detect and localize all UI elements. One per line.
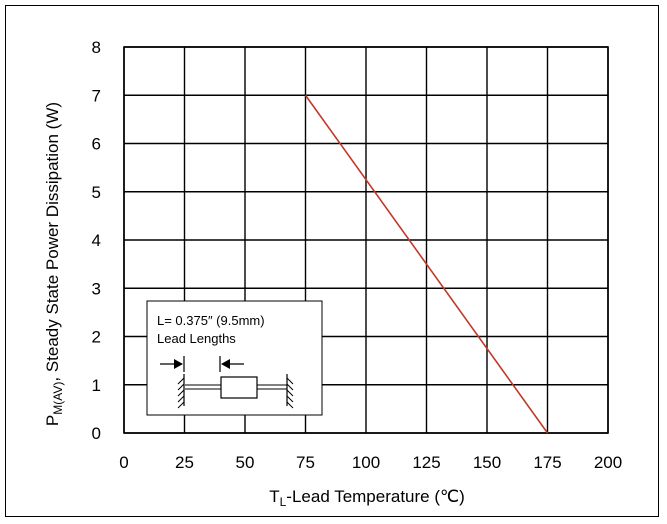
series-line xyxy=(304,94,549,434)
y-tick-label: 6 xyxy=(92,135,101,154)
x-axis-title-rest: -Lead Temperature (℃) xyxy=(286,487,464,506)
y-axis-title-rest: , Steady State Power Dissipation (W) xyxy=(43,102,62,382)
x-tick-label: 125 xyxy=(412,453,440,472)
y-tick-label: 4 xyxy=(92,231,101,250)
y-axis-title: PM(AV), Steady State Power Dissipation (… xyxy=(43,102,65,426)
y-tick-label: 3 xyxy=(92,279,101,298)
x-tick-label: 200 xyxy=(594,453,622,472)
y-tick-label: 0 xyxy=(92,424,101,443)
x-tick-labels: 0 25 50 75 100 125 150 175 200 xyxy=(119,453,622,472)
lead-length-inset: L= 0.375″ (9.5mm) Lead Lengths xyxy=(146,300,323,416)
component-diagram-icon xyxy=(177,374,294,409)
x-tick-label: 50 xyxy=(236,453,255,472)
inset-line2: Lead Lengths xyxy=(157,331,236,346)
x-tick-label: 25 xyxy=(175,453,194,472)
x-tick-label: 75 xyxy=(296,453,315,472)
x-tick-label: 150 xyxy=(473,453,501,472)
x-axis-title: TL-Lead Temperature (℃) xyxy=(269,487,465,509)
y-tick-label: 5 xyxy=(92,183,101,202)
inset-line1: L= 0.375″ (9.5mm) xyxy=(157,313,265,328)
right-arrow-icon xyxy=(219,356,244,372)
chart-frame xyxy=(5,5,659,517)
y-tick-label: 7 xyxy=(92,86,101,105)
plot-area xyxy=(123,46,609,434)
x-axis-title-main: T xyxy=(269,487,279,506)
y-tick-label: 8 xyxy=(92,38,101,57)
x-tick-label: 175 xyxy=(533,453,561,472)
series-layer xyxy=(304,94,549,434)
left-arrow-icon xyxy=(160,356,185,372)
x-axis-title-sub: L xyxy=(280,495,287,509)
x-tick-label: 0 xyxy=(119,453,128,472)
y-axis-title-pre: P xyxy=(43,415,62,426)
y-tick-label: 1 xyxy=(92,376,101,395)
y-tick-label: 2 xyxy=(92,328,101,347)
x-tick-label: 100 xyxy=(352,453,380,472)
y-tick-labels: 0 1 2 3 4 5 6 7 8 xyxy=(92,38,101,443)
y-axis-title-sub: M(AV) xyxy=(51,382,65,415)
plot-border xyxy=(123,46,609,434)
